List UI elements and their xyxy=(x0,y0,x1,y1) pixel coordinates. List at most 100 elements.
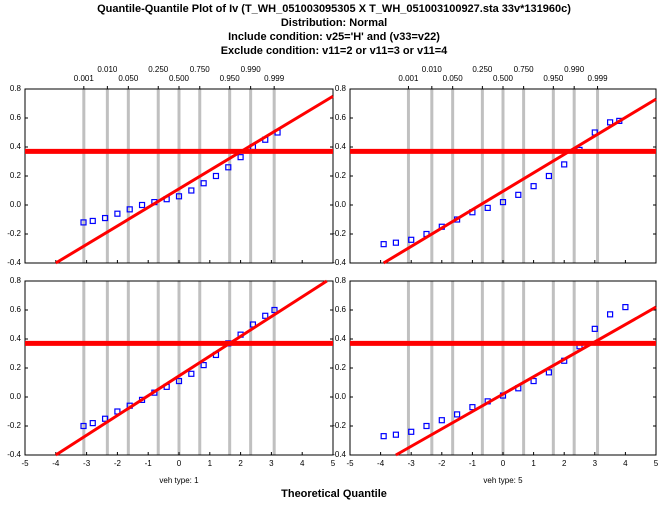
y-tick-label: 0.4 xyxy=(10,334,22,343)
x-tick-label: -4 xyxy=(377,459,385,468)
y-tick-label: -0.4 xyxy=(332,258,346,267)
probability-tick-label: 0.999 xyxy=(264,74,285,83)
probability-tick-label: 0.010 xyxy=(97,65,118,74)
probability-tick-label: 0.001 xyxy=(398,74,419,83)
x-tick-label: -5 xyxy=(21,459,29,468)
x-tick-label: 1 xyxy=(531,459,536,468)
probability-tick-label: 0.950 xyxy=(543,74,564,83)
data-point xyxy=(101,214,109,222)
data-point xyxy=(138,201,146,209)
probability-tick-label: 0.050 xyxy=(118,74,139,83)
probability-tick-label: 0.250 xyxy=(472,65,493,74)
x-tick-label: 2 xyxy=(238,459,243,468)
data-point xyxy=(606,119,614,126)
y-tick-label: 0.6 xyxy=(335,113,347,122)
data-point xyxy=(212,172,220,180)
x-tick-label: 4 xyxy=(300,459,305,468)
y-tick-label: 0.4 xyxy=(10,142,22,151)
chart-subtitle: Distribution: Normal xyxy=(281,17,387,29)
y-tick-label: -0.2 xyxy=(7,229,21,238)
probability-tick-label: 0.990 xyxy=(564,65,585,74)
chart-title: Quantile-Quantile Plot of Iv (T_WH_05100… xyxy=(97,3,571,15)
data-point xyxy=(591,325,598,332)
y-tick-label: 0.6 xyxy=(335,305,347,314)
probability-tick-label: 0.950 xyxy=(220,74,241,83)
probability-tick-label: 0.010 xyxy=(422,65,443,74)
x-tick-label: -2 xyxy=(438,459,446,468)
data-point xyxy=(438,417,445,424)
y-tick-label: 0.2 xyxy=(335,363,347,372)
y-tick-label: 0.2 xyxy=(335,171,347,180)
data-point xyxy=(380,433,387,440)
reference-line xyxy=(395,305,657,457)
y-tick-label: 0.0 xyxy=(335,392,347,401)
data-point xyxy=(530,377,537,385)
data-point xyxy=(89,420,96,427)
data-point xyxy=(89,217,96,225)
data-point xyxy=(408,428,415,435)
probability-tick-label: 0.001 xyxy=(74,74,95,83)
y-tick-label: 0.0 xyxy=(10,200,22,209)
data-point xyxy=(175,377,183,385)
data-point xyxy=(188,370,195,377)
data-point xyxy=(606,311,614,318)
data-point xyxy=(80,422,87,430)
data-point xyxy=(469,404,476,411)
chart-subtitle: Include condition: v25='H' and (v33=v22) xyxy=(228,31,440,43)
x-tick-label: 4 xyxy=(623,459,628,468)
x-tick-label: 2 xyxy=(562,459,567,468)
data-point xyxy=(101,415,109,422)
x-tick-label: 5 xyxy=(331,459,336,468)
y-tick-label: 0.8 xyxy=(10,84,22,93)
x-tick-label: -3 xyxy=(408,459,416,468)
data-point xyxy=(454,411,461,418)
y-tick-label: -0.2 xyxy=(7,421,21,430)
x-tick-label: -2 xyxy=(114,459,122,468)
x-tick-label: -4 xyxy=(52,459,60,468)
data-point xyxy=(530,183,537,190)
data-point xyxy=(262,312,269,319)
x-tick-label: 0 xyxy=(501,459,506,468)
x-tick-label: 0 xyxy=(177,459,182,468)
panel-label: veh type: 1 xyxy=(159,476,199,485)
data-point xyxy=(561,161,568,168)
y-tick-label: 0.4 xyxy=(335,142,347,151)
data-point xyxy=(392,431,399,438)
data-point xyxy=(545,369,553,376)
x-tick-label: 3 xyxy=(593,459,598,468)
y-tick-label: 0.8 xyxy=(10,276,22,285)
y-tick-label: 0.6 xyxy=(10,305,22,314)
probability-tick-label: 0.050 xyxy=(443,74,464,83)
y-tick-label: -0.2 xyxy=(332,421,346,430)
y-tick-label: 0.2 xyxy=(10,171,22,180)
probability-tick-label: 0.250 xyxy=(148,65,169,74)
probability-tick-label: 0.999 xyxy=(588,74,609,83)
probability-tick-label: 0.500 xyxy=(493,74,514,83)
reference-line xyxy=(55,94,334,265)
x-tick-label: -5 xyxy=(346,459,354,468)
data-point xyxy=(200,180,207,187)
data-point xyxy=(515,191,522,198)
data-point xyxy=(271,306,278,314)
y-tick-label: 0.8 xyxy=(335,276,347,285)
y-tick-label: -0.4 xyxy=(7,450,21,459)
data-point xyxy=(188,187,195,194)
y-tick-label: -0.2 xyxy=(332,229,346,238)
data-point xyxy=(392,239,399,246)
data-point xyxy=(499,199,507,206)
y-tick-label: 0.2 xyxy=(10,363,22,372)
data-point xyxy=(225,164,232,171)
data-point xyxy=(423,422,430,430)
probability-tick-label: 0.500 xyxy=(169,74,190,83)
probability-tick-label: 0.750 xyxy=(514,65,535,74)
data-point xyxy=(545,172,553,180)
panel-label: veh type: 5 xyxy=(483,476,523,485)
x-tick-label: -3 xyxy=(83,459,91,468)
y-tick-label: 0.6 xyxy=(10,113,22,122)
data-point xyxy=(622,304,629,311)
data-point xyxy=(80,219,87,226)
y-tick-label: -0.4 xyxy=(332,450,346,459)
